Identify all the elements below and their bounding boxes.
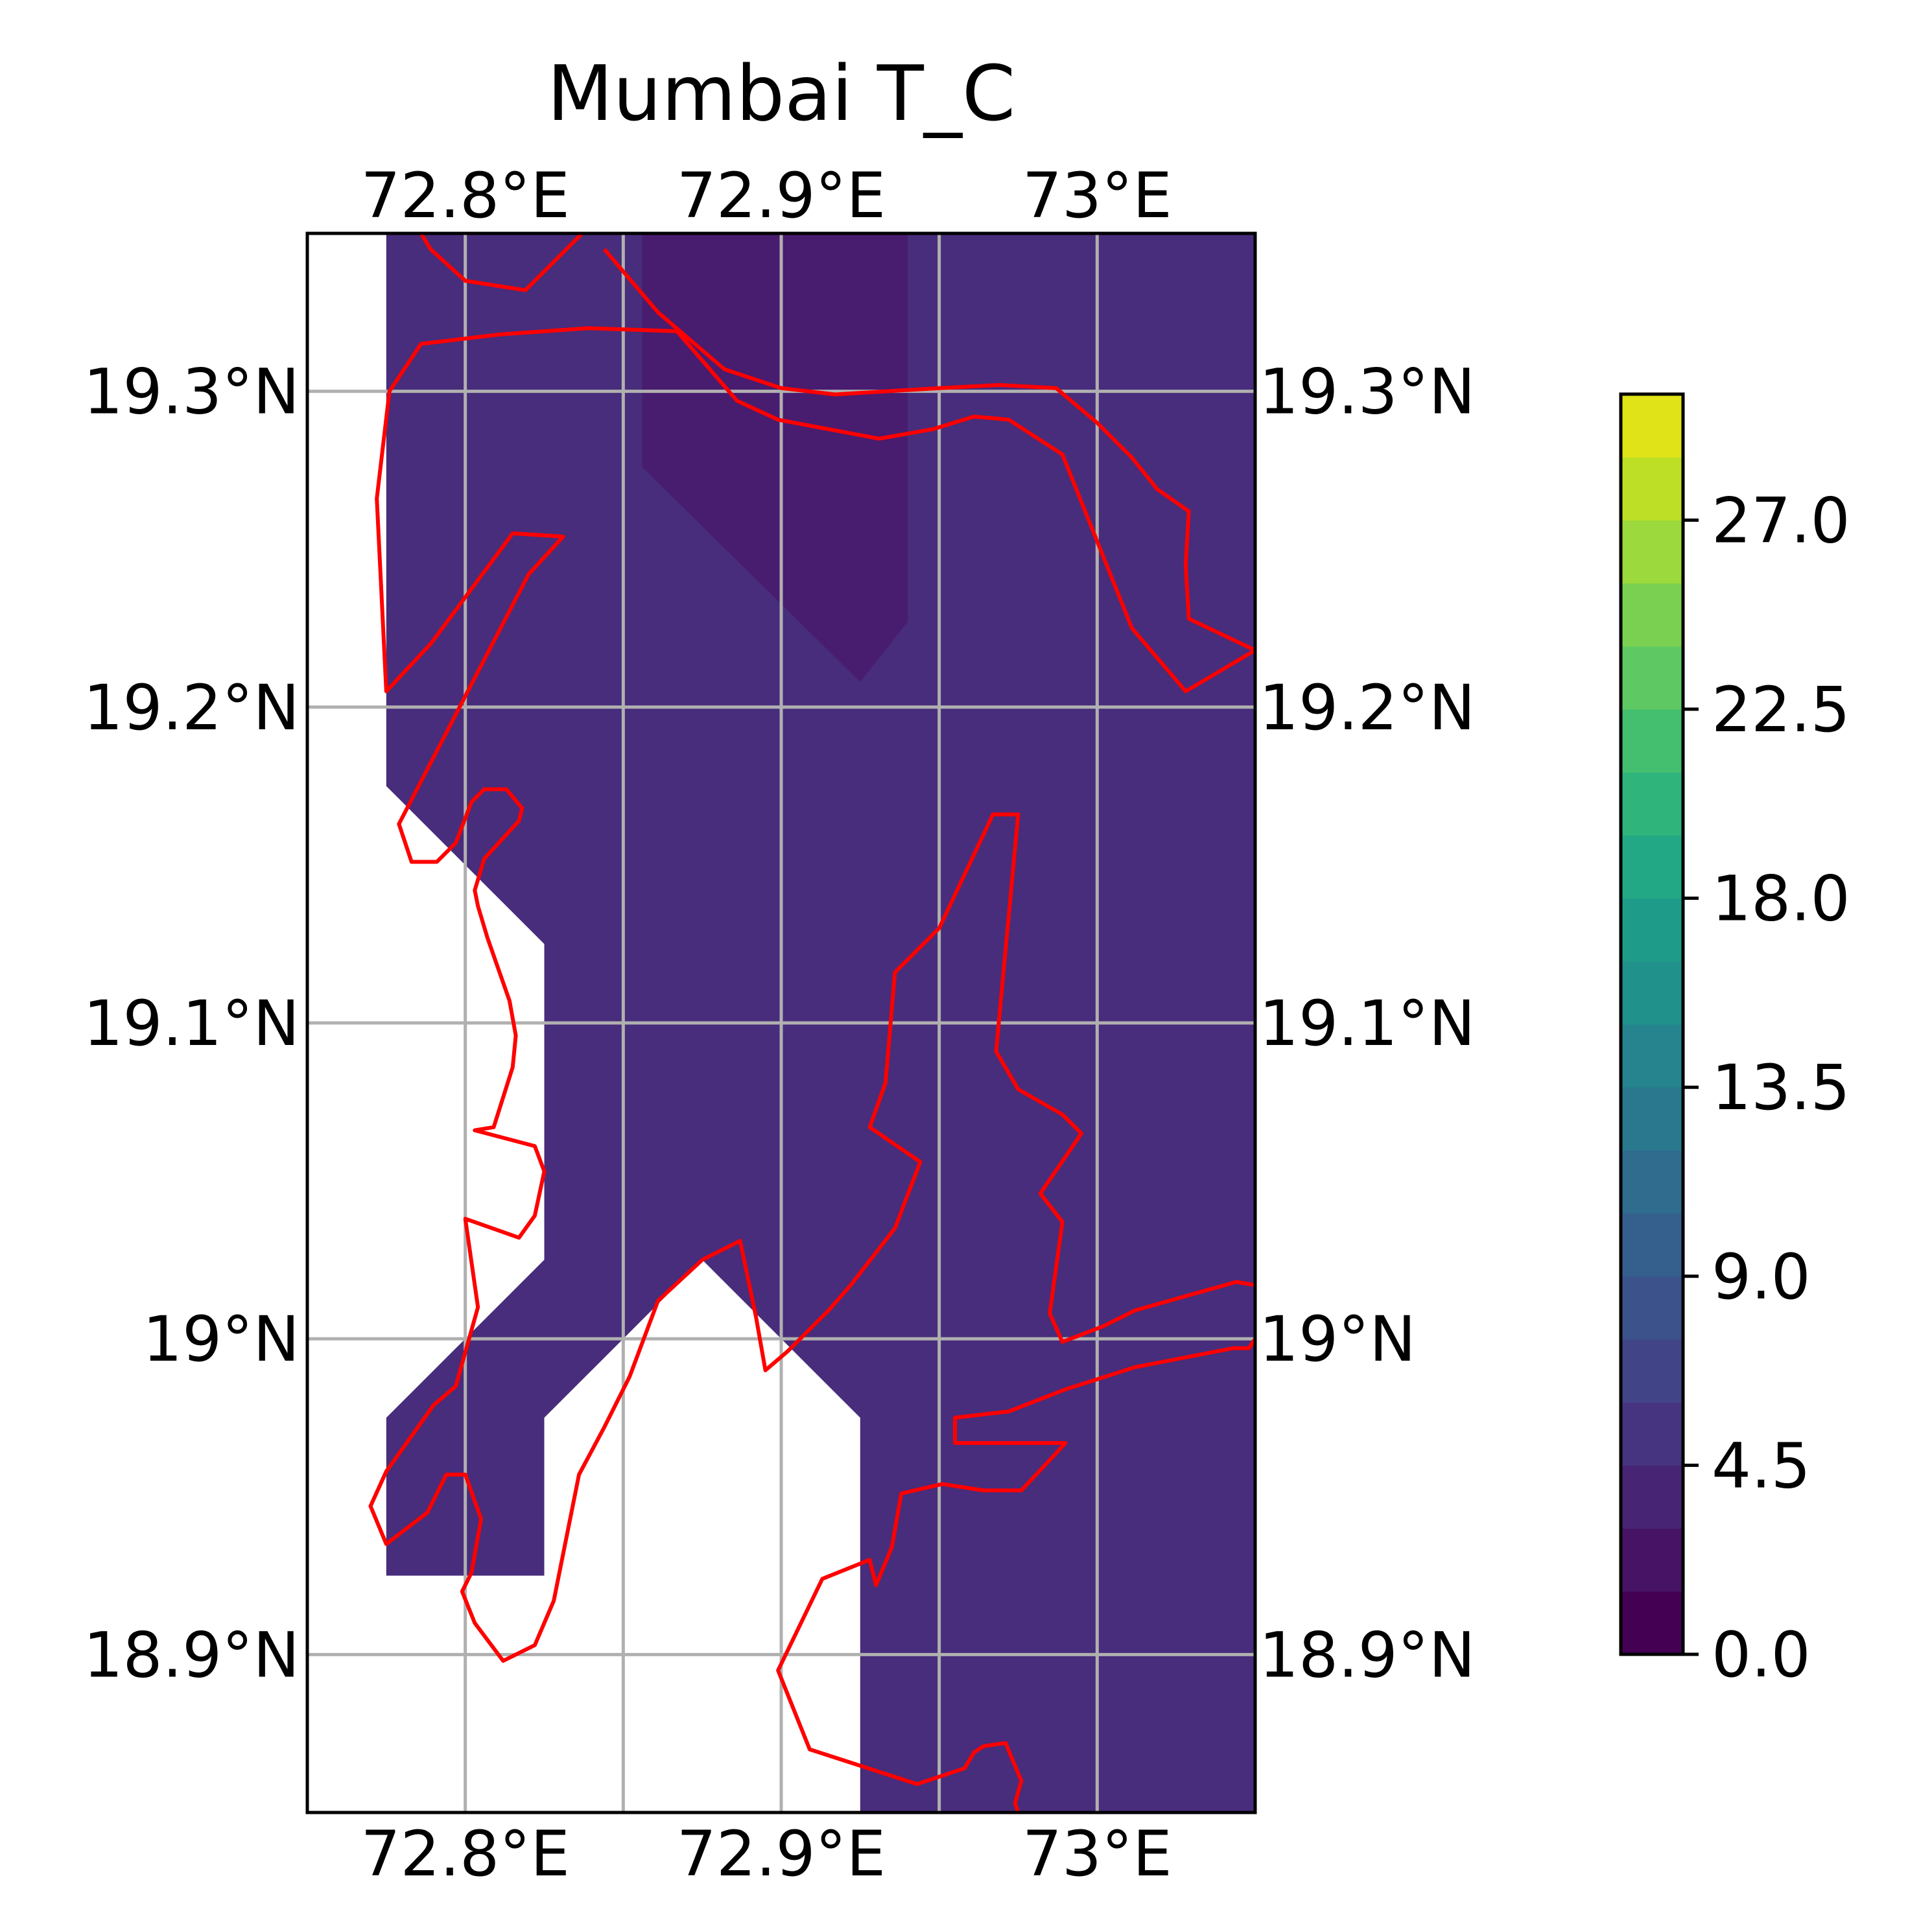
colorbar-tick-label: 18.0 xyxy=(1712,863,1850,935)
lon-tick-label: 72.8°E xyxy=(360,1818,569,1890)
lat-tick-label: 19.2°N xyxy=(1259,672,1476,744)
lat-tick-label: 19.3°N xyxy=(83,356,300,428)
colorbar-tick-label: 0.0 xyxy=(1712,1619,1811,1691)
colorbar-tick-label: 22.5 xyxy=(1712,674,1850,746)
coastlines xyxy=(368,233,1255,1813)
colorbar: 0.0 4.5 9.0 13.5 18.0 22.5 27.0 xyxy=(1619,392,1850,1691)
lon-tick-label: 72.8°E xyxy=(360,159,569,232)
colorbar-band xyxy=(1621,898,1683,962)
colorbar-band xyxy=(1621,457,1683,521)
colorbar-band xyxy=(1621,394,1683,458)
lat-tick-label: 19.2°N xyxy=(83,672,300,744)
coastline xyxy=(368,248,1255,1663)
lat-tick-label: 18.9°N xyxy=(1259,1619,1476,1691)
lat-tick-label: 19°N xyxy=(1259,1303,1416,1376)
coastline xyxy=(419,233,584,292)
lon-tick-label: 72.9°E xyxy=(677,159,886,232)
colorbar-band xyxy=(1621,1339,1683,1403)
longitude-labels-top: 72.8°E 72.9°E 73°E xyxy=(360,159,1172,232)
lon-tick-label: 73°E xyxy=(1022,159,1172,232)
latitude-labels-left: 18.9°N 19°N 19.1°N 19.2°N 19.3°N xyxy=(83,356,300,1692)
lat-tick-label: 19.1°N xyxy=(83,987,300,1060)
map-area xyxy=(307,233,1255,1813)
lat-tick-label: 19.1°N xyxy=(1259,987,1476,1060)
map-frame xyxy=(305,231,1257,1814)
lat-tick-label: 19.3°N xyxy=(1259,356,1476,428)
colorbar-band xyxy=(1621,1276,1683,1340)
colorbar-band xyxy=(1621,1402,1683,1466)
colorbar-band xyxy=(1621,583,1683,647)
colorbar-ticks: 0.0 4.5 9.0 13.5 18.0 22.5 27.0 xyxy=(1683,484,1850,1691)
colorbar-tick-label: 27.0 xyxy=(1712,484,1850,557)
colorbar-band xyxy=(1621,646,1683,710)
colorbar-frame xyxy=(1619,392,1685,1656)
colorbar-band xyxy=(1621,1024,1683,1088)
map-title: Mumbai T_C xyxy=(547,49,1016,138)
lat-tick-label: 19°N xyxy=(143,1303,300,1376)
gridlines xyxy=(307,233,1255,1813)
colorbar-tick-label: 13.5 xyxy=(1712,1051,1850,1124)
colorbar-band xyxy=(1621,709,1683,773)
colorbar-band xyxy=(1621,1591,1683,1655)
colorbar-band xyxy=(1621,835,1683,899)
lat-tick-label: 18.9°N xyxy=(83,1619,300,1691)
colorbar-tick-label: 4.5 xyxy=(1712,1429,1811,1502)
colorbar-band xyxy=(1621,772,1683,836)
lon-tick-label: 72.9°E xyxy=(677,1818,886,1890)
colorbar-band xyxy=(1621,961,1683,1025)
field-peak-region xyxy=(642,233,908,682)
colorbar-band xyxy=(1621,520,1683,584)
colorbar-band xyxy=(1621,1150,1683,1214)
coastline xyxy=(776,1337,1255,1813)
colorbar-tick-label: 9.0 xyxy=(1712,1241,1811,1313)
colorbar-band xyxy=(1621,1213,1683,1277)
colorbar-band xyxy=(1621,1528,1683,1592)
colorbar-band xyxy=(1621,1087,1683,1151)
longitude-labels-bottom: 72.8°E 72.9°E 73°E xyxy=(360,1818,1172,1890)
colorbar-band xyxy=(1621,1465,1683,1529)
latitude-labels-right: 18.9°N 19°N 19.1°N 19.2°N 19.3°N xyxy=(1259,356,1476,1692)
colorbar-bands xyxy=(1621,394,1683,1655)
lon-tick-label: 73°E xyxy=(1022,1818,1172,1890)
